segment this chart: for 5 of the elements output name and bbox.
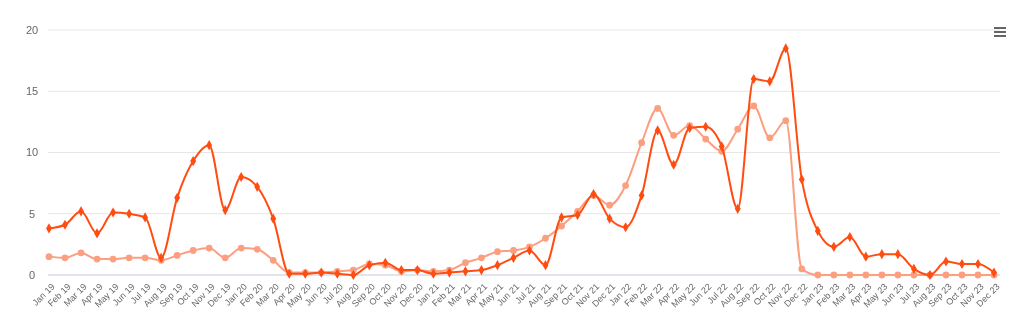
y-tick-label: 15 [25, 85, 39, 98]
y-tick-label: 20 [25, 23, 39, 36]
y-tick-label: 0 [28, 268, 36, 281]
y-tick-label: 10 [25, 146, 39, 159]
y-tick-label: 5 [28, 207, 36, 220]
